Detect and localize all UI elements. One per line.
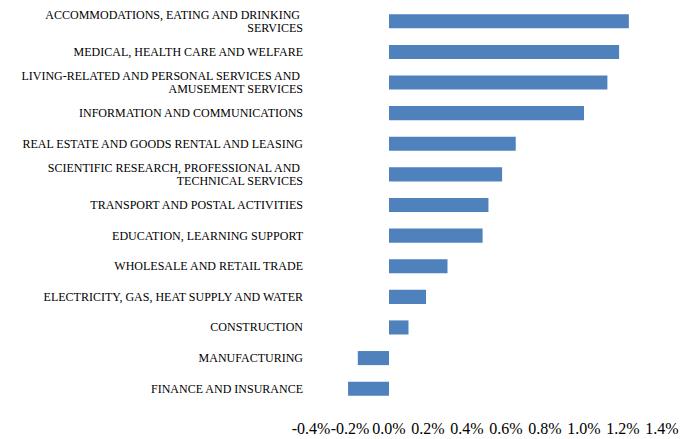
svg-text:TECHNICAL SERVICES: TECHNICAL SERVICES xyxy=(177,174,303,188)
svg-text:ELECTRICITY, GAS, HEAT SUPPLY: ELECTRICITY, GAS, HEAT SUPPLY AND WATER xyxy=(44,290,303,304)
svg-text:-0.2%: -0.2% xyxy=(331,420,370,437)
svg-text:1.4%: 1.4% xyxy=(645,420,678,437)
svg-text:0.6%: 0.6% xyxy=(489,420,522,437)
svg-text:1.0%: 1.0% xyxy=(567,420,600,437)
svg-text:CONSTRUCTION: CONSTRUCTION xyxy=(210,320,303,334)
svg-text:TRANSPORT AND POSTAL ACTIVITIE: TRANSPORT AND POSTAL ACTIVITIES xyxy=(90,198,303,212)
svg-text:MANUFACTURING: MANUFACTURING xyxy=(199,351,304,365)
svg-text:FINANCE AND INSURANCE: FINANCE AND INSURANCE xyxy=(151,382,303,396)
svg-text:WHOLESALE AND RETAIL TRADE: WHOLESALE AND RETAIL TRADE xyxy=(114,259,303,273)
svg-text:AMUSEMENT SERVICES: AMUSEMENT SERVICES xyxy=(168,82,303,96)
svg-text:1.2%: 1.2% xyxy=(606,420,639,437)
svg-text:SERVICES: SERVICES xyxy=(247,21,303,35)
svg-text:MEDICAL, HEALTH CARE AND WELFA: MEDICAL, HEALTH CARE AND WELFARE xyxy=(74,45,303,59)
svg-text:SCIENTIFIC RESEARCH, PROFESSIO: SCIENTIFIC RESEARCH, PROFESSIONAL AND xyxy=(48,161,303,175)
svg-text:INFORMATION AND COMMUNICATIONS: INFORMATION AND COMMUNICATIONS xyxy=(79,106,303,120)
svg-text:LIVING-RELATED AND PERSONAL SE: LIVING-RELATED AND PERSONAL SERVICES AND xyxy=(21,69,303,83)
svg-text:0.2%: 0.2% xyxy=(411,420,444,437)
svg-text:0.8%: 0.8% xyxy=(528,420,561,437)
svg-text:0.0%: 0.0% xyxy=(372,420,405,437)
svg-text:0.4%: 0.4% xyxy=(450,420,483,437)
svg-text:REAL ESTATE AND GOODS RENTAL A: REAL ESTATE AND GOODS RENTAL AND LEASING xyxy=(22,137,303,151)
svg-text:ACCOMMODATIONS, EATING AND DRI: ACCOMMODATIONS, EATING AND DRINKING xyxy=(45,8,303,22)
svg-text:EDUCATION, LEARNING SUPPORT: EDUCATION, LEARNING SUPPORT xyxy=(112,229,304,243)
svg-text:-0.4%: -0.4% xyxy=(292,420,331,437)
